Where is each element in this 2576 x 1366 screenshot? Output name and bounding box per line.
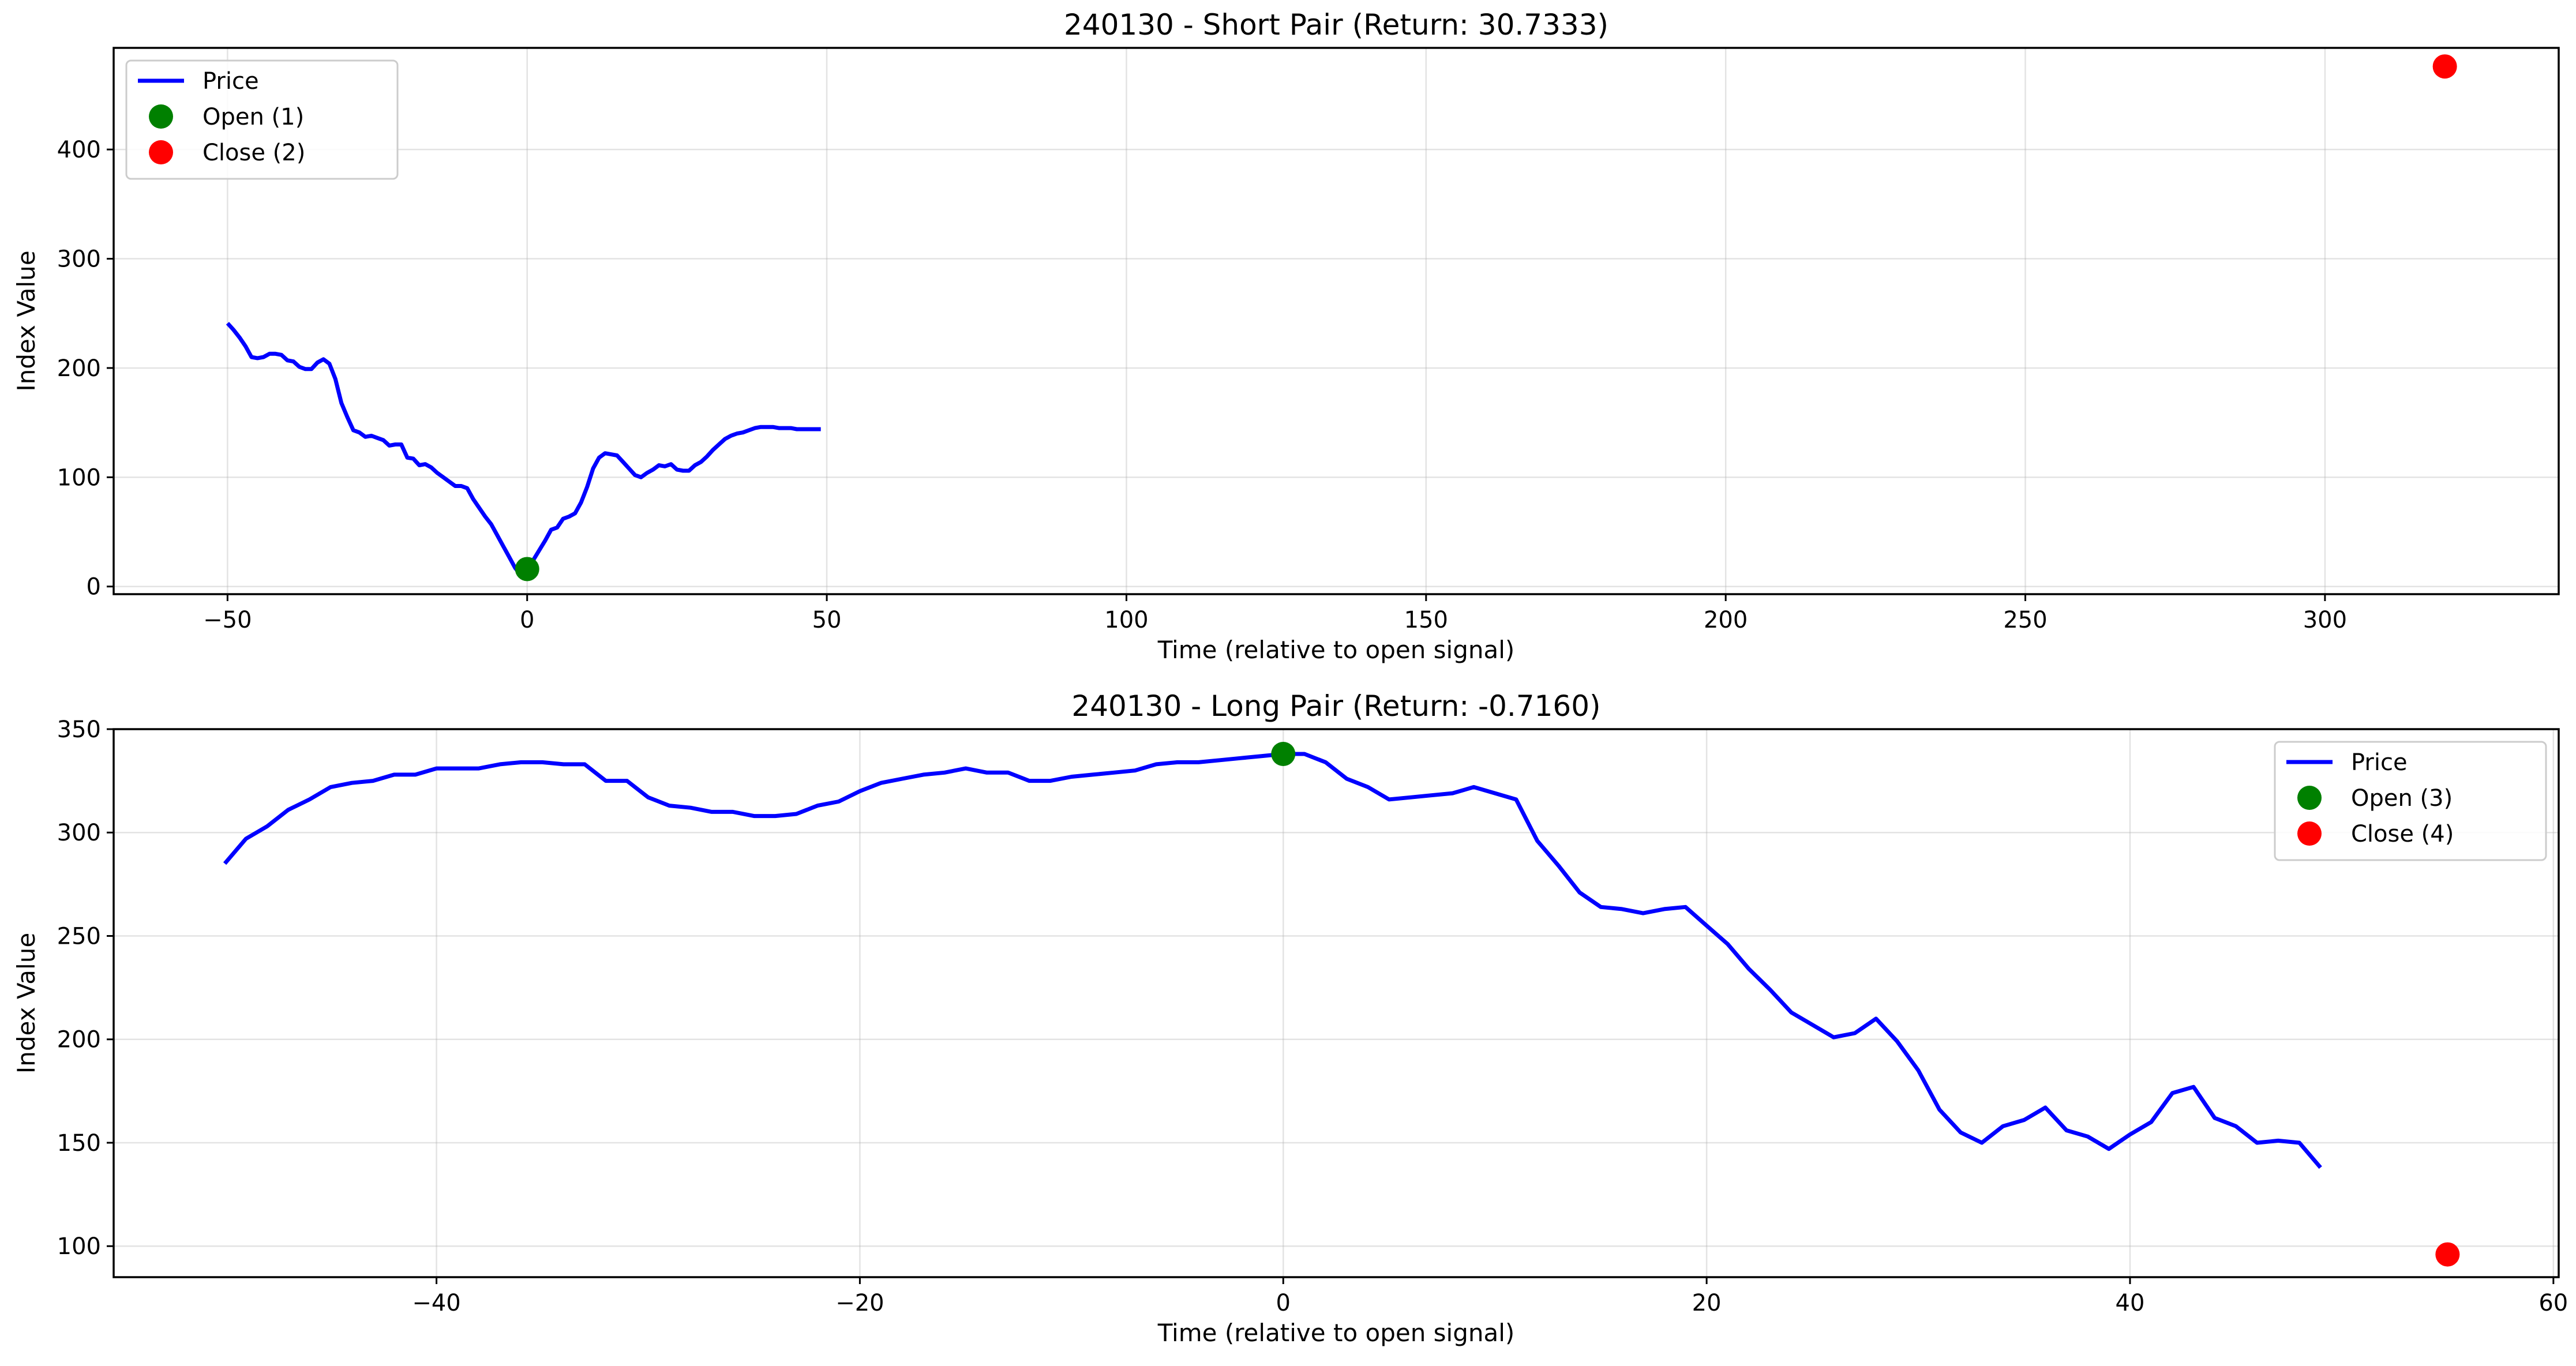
y-tick-label: 400: [57, 137, 101, 163]
chart-title: 240130 - Short Pair (Return: 30.7333): [1064, 8, 1608, 42]
x-tick-label: 0: [1276, 1290, 1291, 1316]
open-marker: [515, 557, 539, 581]
legend-label: Price: [203, 68, 259, 95]
x-axis-label: Time (relative to open signal): [1157, 1319, 1515, 1347]
x-tick-label: 250: [2003, 607, 2047, 633]
y-axis-label: Index Value: [12, 250, 40, 391]
legend-marker-swatch: [149, 140, 173, 164]
x-tick-label: 40: [2116, 1290, 2145, 1316]
legend-label: Price: [2351, 749, 2408, 776]
close-marker: [2435, 1242, 2460, 1267]
legend-label: Open (3): [2351, 785, 2453, 812]
legend-label: Close (2): [203, 140, 305, 166]
y-tick-label: 250: [57, 923, 101, 950]
legend-marker-swatch: [2297, 821, 2322, 846]
y-tick-label: 300: [57, 246, 101, 273]
x-tick-label: −40: [412, 1290, 460, 1316]
x-tick-label: 0: [520, 607, 534, 633]
plot-frame: [113, 47, 2560, 595]
plot-frame: [113, 728, 2560, 1278]
y-tick-label: 0: [87, 574, 101, 601]
x-tick-label: 60: [2538, 1290, 2568, 1316]
x-tick-label: −20: [835, 1290, 884, 1316]
y-tick-label: 200: [57, 355, 101, 382]
y-tick-label: 350: [57, 716, 101, 743]
x-tick-label: 50: [812, 607, 842, 633]
legend-box: [125, 59, 399, 180]
y-tick-label: 100: [57, 1233, 101, 1260]
short-pair-chart: −50 0 50 100 150 200 250 300 0 100 200 300 400 240130…: [12, 8, 2560, 664]
long-pair-chart: −40 −20 0 20 40 60 100 150 200 250 300 350 240130 - …: [12, 689, 2568, 1347]
close-marker: [2432, 54, 2457, 79]
legend: Price Open (1) Close (2): [125, 59, 399, 180]
x-tick-label: 150: [1404, 607, 1448, 633]
y-axis-label: Index Value: [12, 933, 40, 1074]
legend-marker-swatch: [149, 104, 173, 129]
x-axis-label: Time (relative to open signal): [1157, 636, 1515, 664]
x-tick-label: −50: [203, 607, 252, 633]
legend-label: Open (1): [203, 104, 304, 130]
x-tick-label: 200: [1704, 607, 1748, 633]
x-tick-label: 20: [1692, 1290, 1722, 1316]
x-tick-label: 100: [1104, 607, 1148, 633]
legend: Price Open (3) Close (4): [2274, 741, 2547, 861]
chart-title: 240130 - Long Pair (Return: -0.7160): [1071, 689, 1600, 723]
y-tick-label: 200: [57, 1027, 101, 1053]
y-tick-label: 100: [57, 464, 101, 491]
y-tick-label: 150: [57, 1130, 101, 1157]
legend-marker-swatch: [2297, 786, 2322, 810]
y-tick-label: 300: [57, 820, 101, 846]
legend-label: Close (4): [2351, 821, 2454, 847]
legend-box: [2274, 741, 2547, 861]
x-tick-label: 300: [2303, 607, 2347, 633]
open-marker: [1271, 742, 1296, 767]
